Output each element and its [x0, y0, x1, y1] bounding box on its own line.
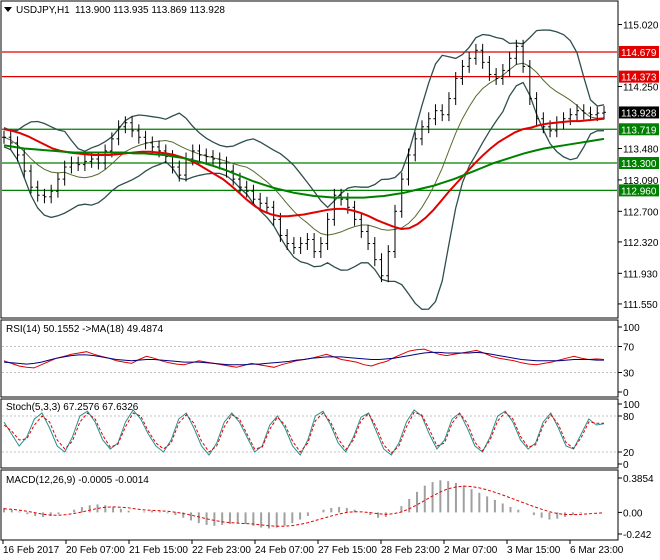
time-tick-label: 22 Feb 23:00: [192, 545, 251, 556]
level-label: 114.679: [621, 48, 657, 59]
price-tick-label: 113.090: [623, 176, 659, 187]
osc-tick-label: 100: [623, 400, 640, 411]
level-label-box: [619, 123, 659, 136]
current-price-box: [619, 106, 659, 119]
triangle-down-icon[interactable]: [4, 7, 12, 12]
bollinger-middle: [3, 62, 605, 236]
current-price-label: 113.928: [621, 108, 657, 119]
ohlc-label: 113.900 113.935 113.869 113.928: [75, 5, 225, 16]
level-label: 113.719: [621, 125, 657, 136]
time-tick-label: 20 Feb 07:00: [66, 545, 125, 556]
level-label-box: [619, 157, 659, 170]
time-tick-label: 21 Feb 15:00: [129, 545, 188, 556]
level-label-box: [619, 45, 659, 58]
osc-tick-label: 100: [623, 323, 640, 334]
osc-tick-label: 80: [623, 412, 635, 423]
ma-red-line: [3, 117, 605, 231]
price-plot: [2, 29, 617, 310]
level-label: 112.960: [621, 186, 657, 197]
osc-tick-label: 0: [623, 388, 629, 399]
level-label-box: [619, 184, 659, 197]
rsi-title: RSI(14) 50.1552 ->MA(18) 49.4874: [6, 324, 163, 335]
price-axis: 115.020 114.250 113.480 113.090 112.700 112.3…: [618, 21, 659, 311]
price-tick-label: 113.480: [623, 145, 659, 156]
bollinger-upper: [3, 29, 605, 209]
time-tick-label: 3 Mar 15:00: [507, 545, 561, 556]
price-tick-label: 111.550: [623, 300, 658, 311]
price-tick-label: 112.700: [623, 207, 659, 218]
stoch-title: Stoch(5,3,3) 67.2576 67.6326: [6, 402, 139, 413]
price-panel-frame: [0, 0, 619, 319]
rsi-layer-series-1: [3, 351, 604, 366]
macd-tick-label: -0.242: [623, 530, 652, 541]
price-tick-label: 114.250: [623, 83, 659, 94]
macd-tick-label: 0.3854: [623, 474, 654, 485]
macd-signal-line: [3, 485, 605, 527]
rsi-plot: 100 70 30 0: [2, 323, 640, 399]
macd-panel-frame: [0, 469, 619, 541]
level-label-box: [619, 70, 659, 83]
time-tick-label: 24 Feb 07:00: [255, 545, 314, 556]
ma-green-line: [3, 137, 605, 199]
price-tick-label: 112.320: [623, 238, 659, 249]
macd-plot: 0.3854 0.00 -0.242: [3, 474, 654, 541]
time-axis: 16 Feb 2017 20 Feb 07:00 21 Feb 15:00 22 Fe…: [2, 540, 624, 556]
osc-tick-label: 20: [623, 448, 635, 459]
osc-tick-label: 30: [623, 369, 635, 380]
level-label: 113.300: [621, 159, 657, 170]
macd-tick-label: 0.00: [623, 508, 643, 519]
bollinger-lower: [3, 81, 605, 310]
time-tick-label: 16 Feb 2017: [3, 545, 60, 556]
time-tick-label: 6 Mar 23:00: [570, 545, 624, 556]
stoch-layer-series-1: [3, 411, 604, 454]
level-label: 114.373: [621, 73, 657, 84]
osc-tick-label: 70: [623, 343, 635, 354]
macd-title: MACD(12,26,9) -0.0005 -0.0014: [6, 475, 149, 486]
price-tick-label: 111.930: [623, 269, 658, 280]
symbol-label: USDJPY,H1: [16, 5, 70, 16]
price-tick-label: 115.020: [623, 21, 659, 32]
time-tick-label: 27 Feb 15:00: [318, 545, 377, 556]
time-tick-label: 2 Mar 07:00: [444, 545, 498, 556]
osc-tick-label: 0: [623, 460, 629, 471]
time-tick-label: 28 Feb 23:00: [381, 545, 440, 556]
